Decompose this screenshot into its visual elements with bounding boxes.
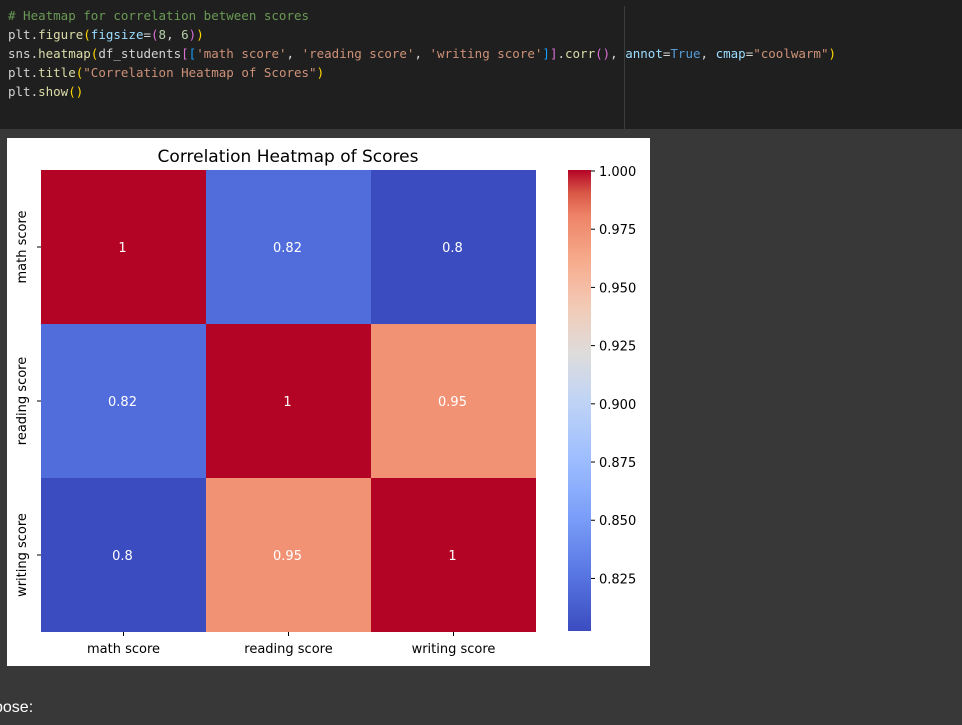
code-line: plt.figure(figsize=(8, 6)) [8,27,204,42]
heatmap-cell [41,170,206,324]
heatmap-cell [206,170,371,324]
code-line: plt.show() [8,84,84,99]
code-cell[interactable]: # Heatmap for correlation between scores… [0,0,962,129]
y-tick-label: math score [15,210,30,283]
cell-annotation: 0.8 [442,241,463,256]
x-tick-label: reading score [244,642,332,657]
heatmap-chart: Correlation Heatmap of Scores 1 0.82 0.8 0.… [15,147,636,657]
y-tick-label: writing score [15,513,30,597]
heatmap-cell [41,324,206,478]
heatmap-cell [371,170,536,324]
colorbar-tick-label: 0.850 [599,514,636,529]
cell-annotation: 1 [283,395,291,410]
heatmap-cell [371,478,536,632]
cell-annotation: 0.95 [438,395,467,410]
code-line: plt.title("Correlation Heatmap of Scores… [8,65,325,80]
code-line: # Heatmap for correlation between scores [8,8,310,23]
cell-annotation: 0.95 [273,549,302,564]
colorbar-tick-label: 1.000 [599,165,636,180]
heatmap-figure: Correlation Heatmap of Scores 1 0.82 0.8 0.… [7,138,650,666]
x-tick-label: writing score [412,642,496,657]
heatmap-cell [371,324,536,478]
heatmap-cell [206,324,371,478]
y-tick-label: reading score [15,357,30,445]
colorbar-tick-label: 0.900 [599,398,636,413]
colorbar-tick-label: 0.975 [599,223,636,238]
cell-annotation: 1 [448,549,456,564]
code-editor[interactable]: # Heatmap for correlation between scores… [8,6,836,101]
cell-annotation: 0.82 [273,241,302,256]
colorbar-tick-label: 0.925 [599,340,636,355]
cell-annotation: 1 [118,241,126,256]
chart-title: Correlation Heatmap of Scores [158,147,419,167]
editor-ruler [624,6,625,129]
colorbar-tick-label: 0.875 [599,456,636,471]
heatmap-cell [41,478,206,632]
heatmap-cell [206,478,371,632]
cell-annotation: 0.82 [108,395,137,410]
cell-annotation: 0.8 [112,549,133,564]
code-line: sns.heatmap(df_students[['math score', '… [8,46,837,61]
trailing-markdown-text: pose: [0,699,34,716]
colorbar [568,170,591,631]
colorbar-tick-label: 0.825 [599,572,636,587]
x-tick-label: math score [87,642,160,657]
colorbar-tick-label: 0.950 [599,281,636,296]
